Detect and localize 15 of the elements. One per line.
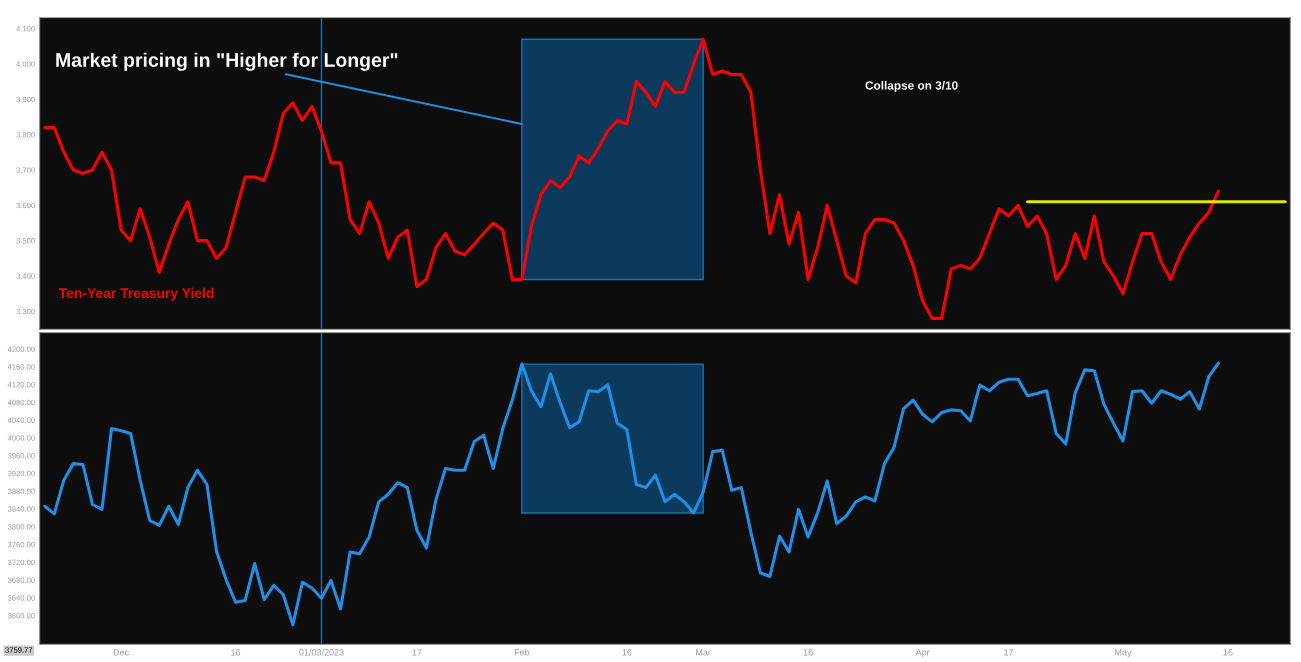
- x-tick-label: Apr: [915, 649, 930, 658]
- x-tick-label: 16: [1223, 649, 1233, 656]
- x-tick-label: 16: [622, 649, 632, 656]
- x-tick-label: 16: [803, 649, 813, 656]
- x-tick-label: Feb: [514, 648, 530, 656]
- x-tick-label: Dec: [113, 649, 129, 656]
- x-tick-label: Mar: [696, 649, 711, 656]
- x-tick-label: 17: [412, 649, 422, 656]
- x-tick-label: 01/03/2023: [299, 648, 344, 656]
- x-tick-label: 16: [231, 649, 241, 656]
- annotation: Market pricing in "Higher for Longer": [56, 52, 398, 71]
- x-tick-label: 17: [1004, 649, 1014, 656]
- x-tick-label: May: [1115, 649, 1132, 658]
- annotation: Collapse on 3/10: [865, 80, 958, 92]
- text: Ten-Year Treasury Yield: [58, 287, 214, 301]
